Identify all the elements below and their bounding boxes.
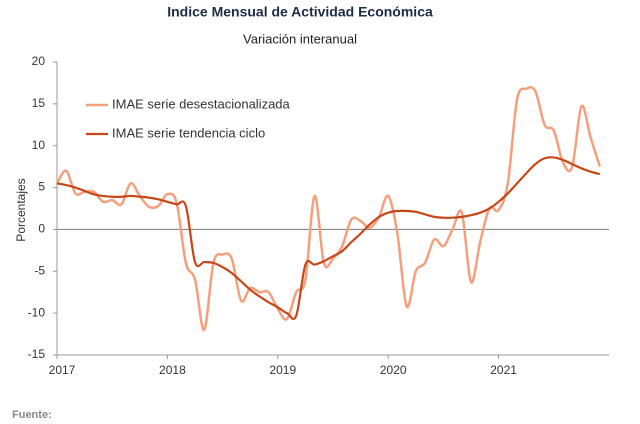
y-tick-label: -5	[34, 263, 45, 277]
x-tick-label: 2017	[49, 363, 76, 377]
legend-label: IMAE serie tendencia ciclo	[112, 125, 265, 140]
y-tick-label: 5	[38, 180, 45, 194]
y-tick-label: -15	[28, 347, 46, 361]
y-tick-label: -10	[28, 305, 46, 319]
x-tick-label: 2018	[159, 363, 186, 377]
chart-title: Indice Mensual de Actividad Económica	[167, 4, 433, 20]
series-line	[56, 156, 601, 320]
x-tick-label: 2019	[269, 363, 296, 377]
y-tick-label: 10	[32, 138, 46, 152]
y-tick-label: 0	[38, 222, 45, 236]
chart-subtitle: Variación interanual	[243, 31, 357, 46]
y-tick-label: 15	[32, 96, 46, 110]
footer: Fuente:	[12, 409, 52, 421]
x-tick-label: 2020	[380, 363, 407, 377]
legend-label: IMAE serie desestacionalizada	[112, 96, 291, 111]
y-tick-label: 20	[32, 54, 46, 68]
y-axis-label: Porcentajes	[14, 178, 28, 241]
x-tick-label: 2021	[490, 363, 517, 377]
series-line	[55, 86, 602, 332]
